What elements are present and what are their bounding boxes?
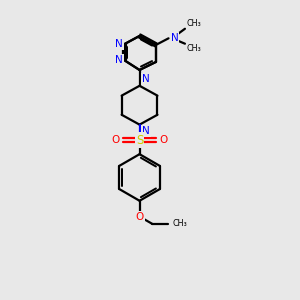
Text: N: N	[142, 126, 150, 136]
Text: N: N	[142, 74, 150, 84]
Text: N: N	[116, 56, 123, 65]
Text: O: O	[160, 135, 168, 145]
Text: S: S	[136, 134, 143, 147]
Text: N: N	[116, 39, 123, 49]
Text: CH₃: CH₃	[186, 44, 201, 53]
Text: O: O	[111, 135, 119, 145]
Text: CH₃: CH₃	[186, 19, 201, 28]
Text: N: N	[171, 33, 178, 43]
Text: O: O	[135, 212, 144, 222]
Text: CH₃: CH₃	[172, 219, 187, 228]
